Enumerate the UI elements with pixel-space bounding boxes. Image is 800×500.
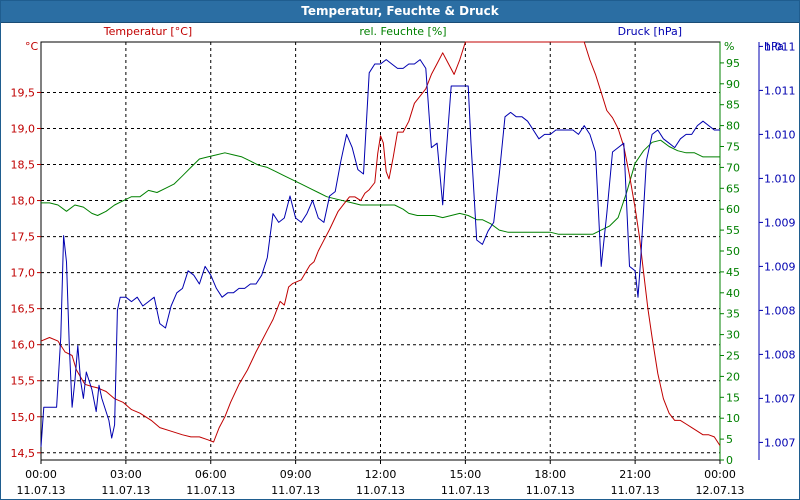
temperature-tick-label: 19,0 xyxy=(11,122,36,135)
x-tick-date-label: 11.07.13 xyxy=(611,484,660,497)
pressure-unit: hPa xyxy=(764,40,784,53)
x-tick-time-label: 21:00 xyxy=(619,468,651,481)
temperature-tick-label: 18,5 xyxy=(11,159,36,172)
x-tick-date-label: 11.07.13 xyxy=(441,484,490,497)
x-tick-time-label: 06:00 xyxy=(195,468,227,481)
x-tick-time-label: 00:00 xyxy=(704,468,736,481)
temperature-tick-label: 18,0 xyxy=(11,195,36,208)
humidity-tick-label: 90 xyxy=(726,78,740,91)
humidity-tick-label: 0 xyxy=(726,454,733,467)
humidity-tick-label: 25 xyxy=(726,350,740,363)
humidity-tick-label: 60 xyxy=(726,203,740,216)
x-tick-time-label: 03:00 xyxy=(110,468,142,481)
pressure-tick-label: 1.007 xyxy=(764,436,796,449)
humidity-tick-label: 35 xyxy=(726,308,740,321)
humidity-tick-label: 20 xyxy=(726,370,740,383)
pressure-line xyxy=(40,59,720,447)
x-tick-date-label: 11.07.13 xyxy=(186,484,235,497)
temperature-tick-label: 16,0 xyxy=(11,339,36,352)
humidity-tick-label: 85 xyxy=(726,99,740,112)
humidity-tick-label: 75 xyxy=(726,141,740,154)
temperature-tick-label: 17,5 xyxy=(11,231,36,244)
x-tick-time-label: 09:00 xyxy=(280,468,312,481)
temperature-tick-label: 15,5 xyxy=(11,375,36,388)
x-tick-date-label: 11.07.13 xyxy=(526,484,575,497)
humidity-unit: % xyxy=(724,40,734,53)
x-tick-time-label: 15:00 xyxy=(450,468,482,481)
humidity-tick-label: 30 xyxy=(726,329,740,342)
humidity-tick-label: 45 xyxy=(726,266,740,279)
pressure-tick-label: 1.009 xyxy=(764,216,796,229)
pressure-tick-label: 1.008 xyxy=(764,348,796,361)
temperature-tick-label: 17,0 xyxy=(11,267,36,280)
temperature-tick-label: 15,0 xyxy=(11,411,36,424)
temperature-tick-label: 14,5 xyxy=(11,447,36,460)
temperature-axis-label: Temperatur [°C] xyxy=(103,25,192,38)
humidity-tick-label: 70 xyxy=(726,161,740,174)
x-tick-date-label: 11.07.13 xyxy=(17,484,66,497)
temperature-unit: °C xyxy=(25,40,39,53)
pressure-tick-label: 1.009 xyxy=(764,260,796,273)
series-lines xyxy=(40,41,721,447)
pressure-axis-label: Druck [hPa] xyxy=(618,25,682,38)
pressure-tick-label: 1.007 xyxy=(764,392,796,405)
grid-lines xyxy=(41,42,720,460)
humidity-tick-label: 15 xyxy=(726,391,740,404)
humidity-tick-label: 65 xyxy=(726,182,740,195)
pressure-tick-label: 1.010 xyxy=(764,172,796,185)
pressure-tick-label: 1.008 xyxy=(764,304,796,317)
tick-labels: 00:00 11.07.13 03:00 11.07.13 06:00 11.07.13 0… xyxy=(11,40,796,497)
pressure-tick-label: 1.011 xyxy=(764,40,796,53)
humidity-axis-label: rel. Feuchte [%] xyxy=(359,25,446,38)
axes xyxy=(37,41,763,464)
chart-title: Temperatur, Feuchte & Druck xyxy=(301,4,499,18)
temperature-line xyxy=(40,41,721,446)
x-tick-date-label: 12.07.13 xyxy=(696,484,745,497)
title-bar: Temperatur, Feuchte & Druck xyxy=(1,1,799,23)
humidity-tick-label: 80 xyxy=(726,120,740,133)
humidity-tick-label: 55 xyxy=(726,224,740,237)
humidity-tick-label: 40 xyxy=(726,287,740,300)
temperature-tick-label: 16,5 xyxy=(11,303,36,316)
x-tick-date-label: 11.07.13 xyxy=(101,484,150,497)
x-tick-date-label: 11.07.13 xyxy=(271,484,320,497)
humidity-tick-label: 50 xyxy=(726,245,740,258)
x-tick-date-label: 11.07.13 xyxy=(356,484,405,497)
humidity-tick-label: 95 xyxy=(726,57,740,70)
pressure-tick-label: 1.010 xyxy=(764,128,796,141)
pressure-tick-label: 1.011 xyxy=(764,84,796,97)
humidity-tick-label: 5 xyxy=(726,433,733,446)
humidity-tick-label: 10 xyxy=(726,412,740,425)
x-tick-time-label: 12:00 xyxy=(365,468,397,481)
x-tick-time-label: 18:00 xyxy=(534,468,566,481)
x-tick-time-label: 00:00 xyxy=(25,468,57,481)
temperature-tick-label: 19,5 xyxy=(11,86,36,99)
